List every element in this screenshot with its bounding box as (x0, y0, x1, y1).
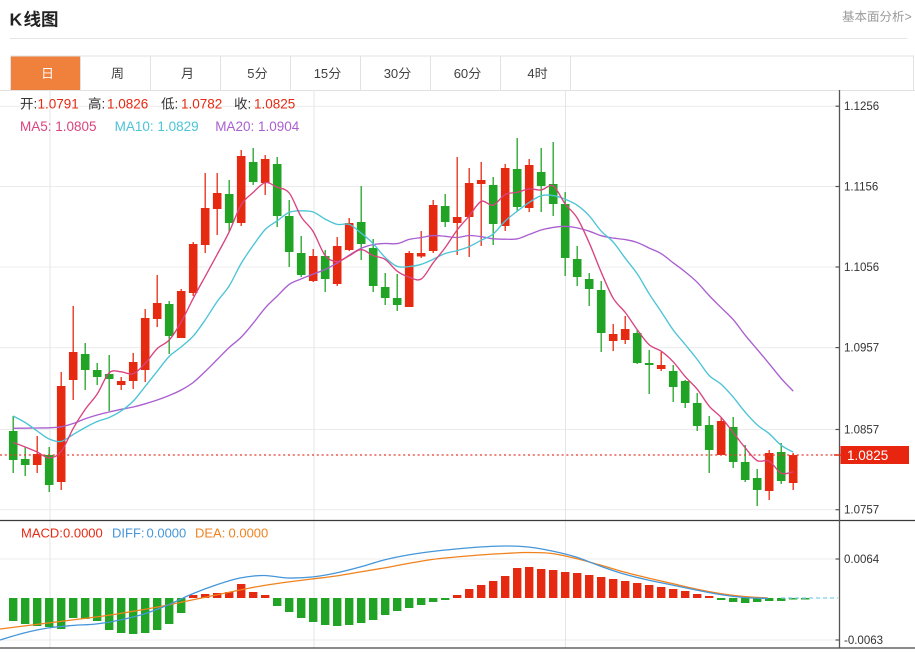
svg-text::: : (102, 97, 106, 112)
svg-text:MACD:: MACD: (21, 526, 63, 541)
svg-text:1.0825: 1.0825 (847, 448, 888, 463)
svg-text:0.0000: 0.0000 (229, 526, 269, 541)
svg-text:K: K (10, 10, 23, 30)
svg-text:DEA:: DEA: (195, 526, 225, 541)
svg-text:5: 5 (247, 66, 254, 81)
svg-text:1.0791: 1.0791 (38, 97, 79, 112)
svg-text:1.1256: 1.1256 (844, 101, 879, 113)
svg-text:>: > (905, 10, 912, 24)
svg-text:1.1156: 1.1156 (844, 182, 878, 194)
svg-text:0.0064: 0.0064 (844, 554, 880, 566)
svg-text:1.0782: 1.0782 (181, 97, 222, 112)
svg-text:1.0857: 1.0857 (844, 425, 879, 437)
svg-text:DIFF:: DIFF: (112, 526, 145, 541)
svg-text::: : (175, 97, 179, 112)
svg-text:1.1056: 1.1056 (844, 262, 879, 274)
svg-text:4: 4 (527, 66, 534, 81)
svg-text:1.0757: 1.0757 (844, 505, 879, 517)
svg-text:MA20: 1.0904: MA20: 1.0904 (215, 119, 300, 134)
svg-text:1.0826: 1.0826 (107, 97, 148, 112)
svg-text:-0.0063: -0.0063 (844, 635, 883, 647)
svg-text:30: 30 (384, 66, 398, 81)
svg-text:0.0000: 0.0000 (63, 526, 103, 541)
svg-text:0.0000: 0.0000 (147, 526, 187, 541)
svg-text:1.0957: 1.0957 (844, 343, 879, 355)
svg-text:MA10: 1.0829: MA10: 1.0829 (115, 119, 199, 134)
svg-text::: : (248, 97, 252, 112)
svg-text:60: 60 (454, 66, 468, 81)
svg-text::: : (34, 97, 38, 112)
svg-text:MA5: 1.0805: MA5: 1.0805 (20, 119, 97, 134)
svg-text:1.0825: 1.0825 (254, 97, 295, 112)
svg-text:15: 15 (314, 66, 328, 81)
